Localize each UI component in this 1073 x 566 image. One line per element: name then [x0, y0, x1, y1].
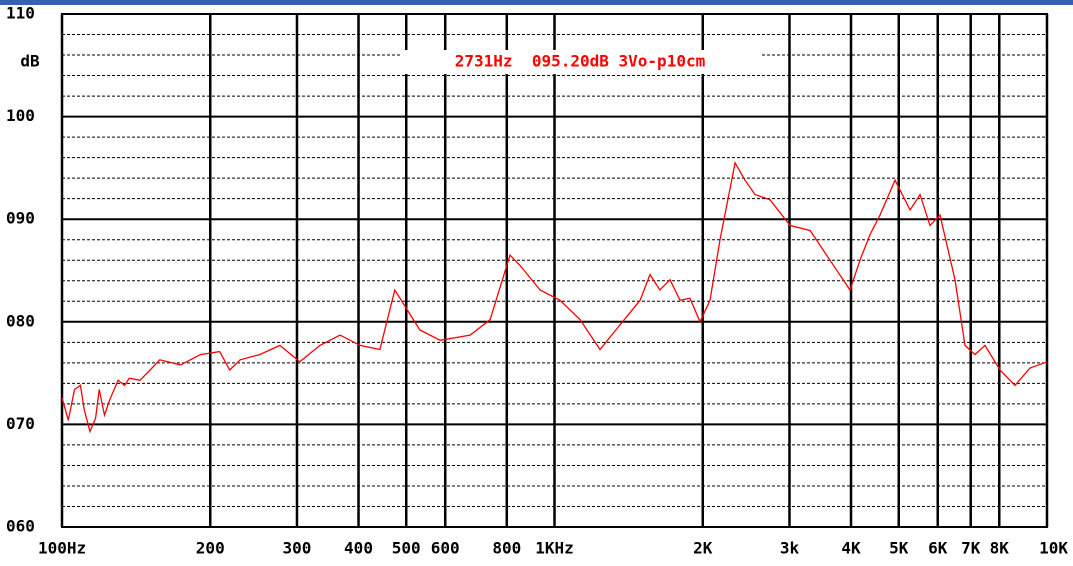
- x-tick-label: 3k: [780, 539, 800, 558]
- x-tick-label: 5K: [889, 539, 909, 558]
- x-tick-label: 400: [344, 539, 373, 558]
- x-tick-label: 1KHz: [535, 539, 574, 558]
- x-tick-label: 10K: [1039, 539, 1068, 558]
- x-tick-label: 6K: [928, 539, 948, 558]
- x-tick-label: 300: [283, 539, 312, 558]
- response-line: [61, 160, 1048, 434]
- y-tick-label: 080: [6, 311, 35, 330]
- x-tick-label: 8K: [990, 539, 1010, 558]
- x-tick-label: 200: [196, 539, 225, 558]
- x-tick-label: 800: [492, 539, 521, 558]
- y-tick-label: 070: [6, 414, 35, 433]
- y-tick-label: 110: [6, 4, 35, 23]
- y-tick-label: 100: [6, 106, 35, 125]
- x-tick-label: 7K: [961, 539, 981, 558]
- y-tick-label: 090: [6, 209, 35, 228]
- y-axis-label: dB: [20, 52, 40, 71]
- top-bar: [0, 0, 1073, 5]
- annotation: 2731Hz 095.20dB 3Vo-p10cm: [455, 52, 706, 71]
- x-tick-label: 600: [431, 539, 460, 558]
- x-tick-label: 2K: [693, 539, 713, 558]
- x-tick-label: 100Hz: [38, 539, 86, 558]
- x-tick-label: 500: [392, 539, 421, 558]
- y-tick-label: 060: [6, 517, 35, 536]
- x-tick-label: 4K: [841, 539, 861, 558]
- annotation-bg: [400, 50, 760, 74]
- plot-frame: [61, 13, 1048, 528]
